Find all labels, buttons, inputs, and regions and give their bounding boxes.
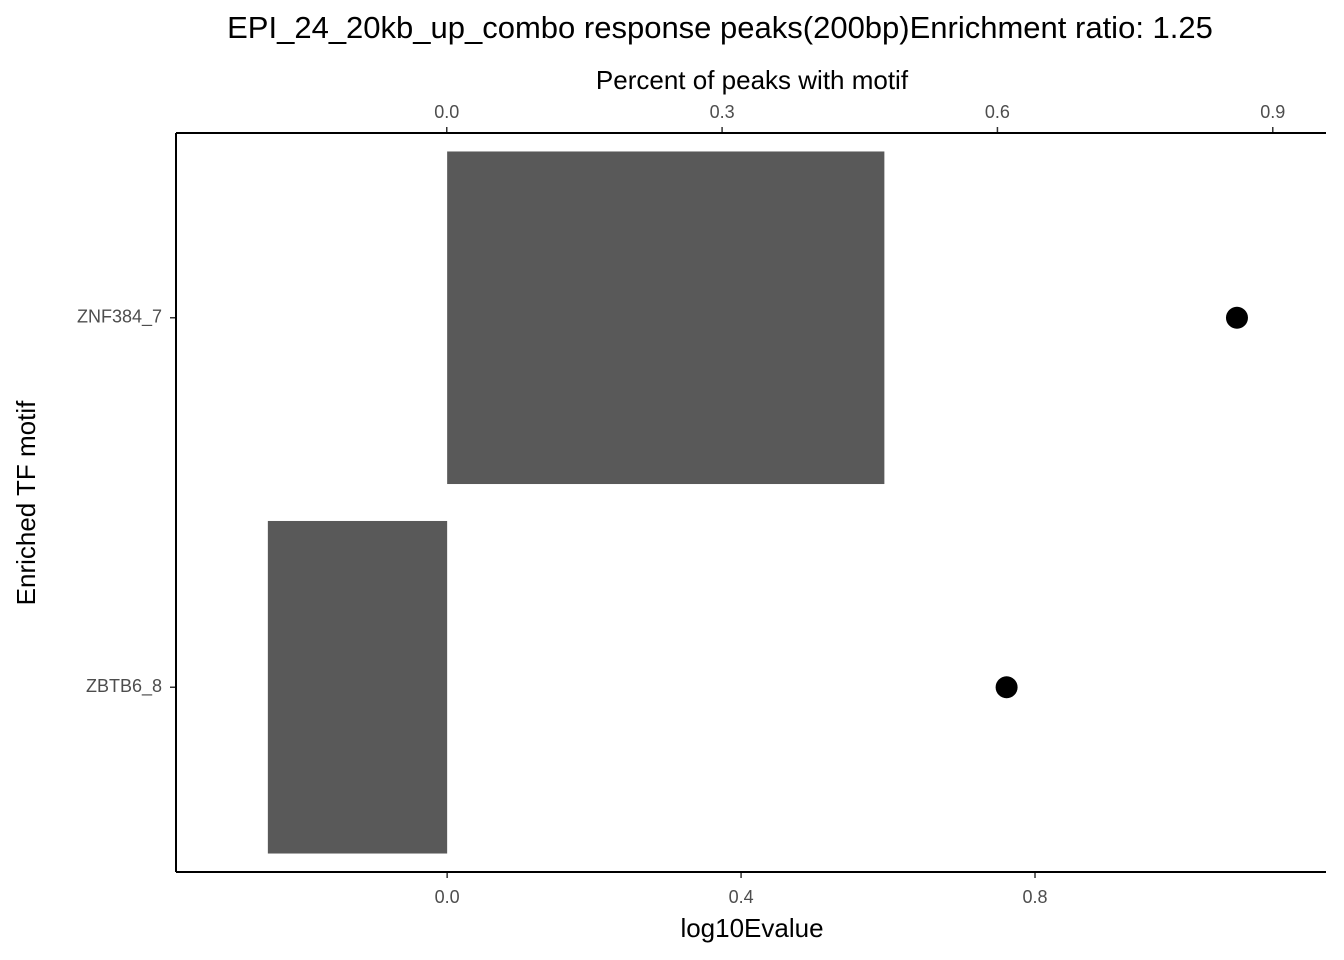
bar (267, 520, 448, 854)
x-axis-title: log10Evalue (680, 913, 823, 943)
x2-tick-label: 0.3 (710, 102, 735, 122)
y-tick-label: ZBTB6_8 (86, 676, 162, 697)
y-tick-label: ZNF384_7 (77, 307, 162, 328)
x-tick-label: 0.4 (729, 887, 754, 907)
point (995, 676, 1018, 699)
chart-title: EPI_24_20kb_up_combo response peaks(200b… (227, 10, 1213, 45)
bar (447, 151, 885, 485)
point (1225, 306, 1248, 329)
x-tick-label: 0.8 (1022, 887, 1047, 907)
y-axis-title: Enriched TF motif (11, 400, 41, 605)
x-tick-label: 0.0 (435, 887, 460, 907)
x2-tick-label: 0.9 (1260, 102, 1285, 122)
x2-tick-label: 0.0 (434, 102, 459, 122)
x2-axis-title: Percent of peaks with motif (596, 65, 909, 95)
x2-tick-label: 0.6 (985, 102, 1010, 122)
